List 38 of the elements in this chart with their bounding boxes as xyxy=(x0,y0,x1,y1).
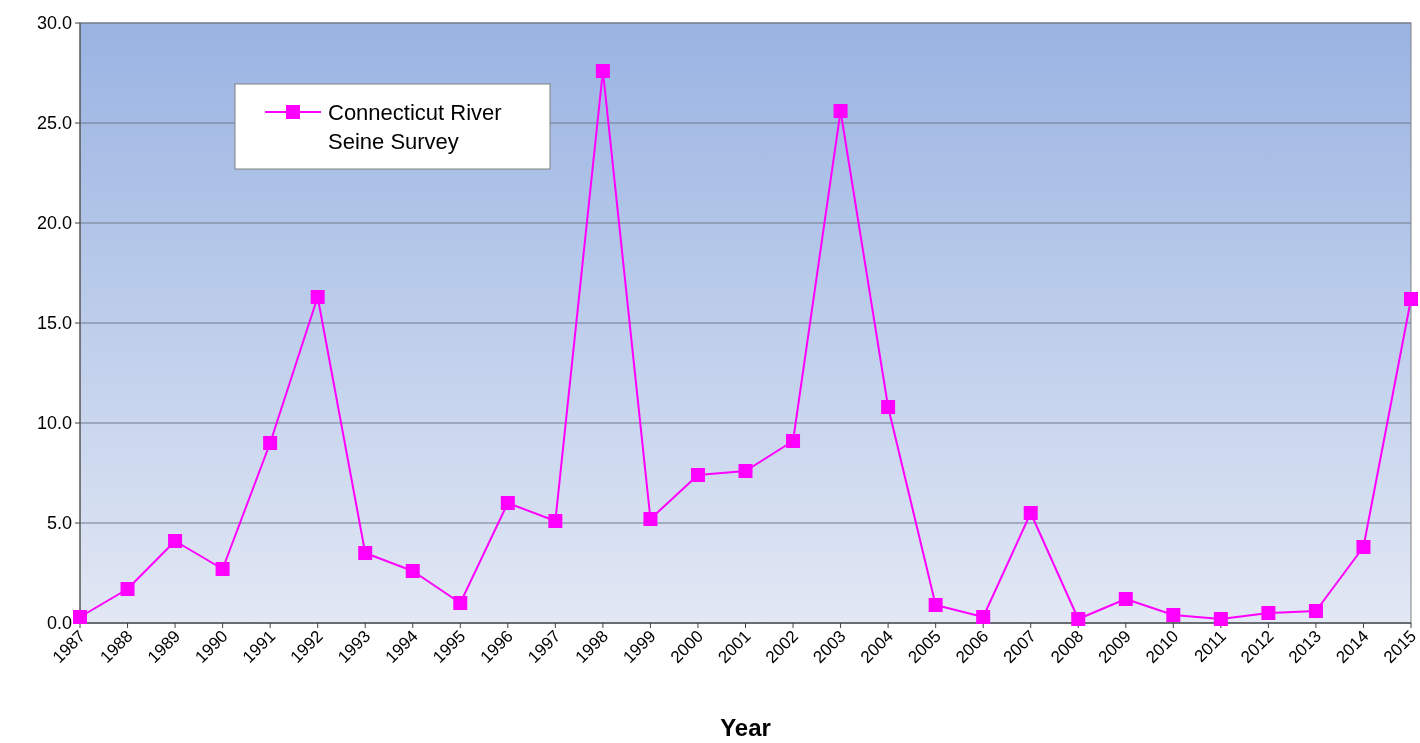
point xyxy=(1356,540,1371,554)
y-tick-label: 0.0 xyxy=(46,613,72,634)
point xyxy=(786,434,801,448)
point xyxy=(1404,292,1418,306)
y-tick-label: 20.0 xyxy=(36,213,72,234)
point xyxy=(1071,612,1086,626)
point xyxy=(500,496,515,510)
point xyxy=(453,596,468,610)
y-tick-label: 10.0 xyxy=(36,413,72,434)
point xyxy=(1166,608,1181,622)
point xyxy=(1308,604,1323,618)
point xyxy=(263,436,278,450)
point xyxy=(358,546,373,560)
point xyxy=(405,564,420,578)
point xyxy=(168,534,183,548)
y-tick-label: 15.0 xyxy=(36,313,72,334)
point xyxy=(738,464,753,478)
point xyxy=(310,290,325,304)
x-axis-title: Year xyxy=(720,714,771,741)
point xyxy=(1213,612,1228,626)
point xyxy=(643,512,658,526)
point xyxy=(976,610,991,624)
point xyxy=(928,598,943,612)
point xyxy=(120,582,135,596)
point xyxy=(1261,606,1276,620)
y-tick-label: 5.0 xyxy=(46,513,72,534)
y-tick-label: 30.0 xyxy=(36,13,72,34)
point xyxy=(881,400,896,414)
point xyxy=(1118,592,1133,606)
point xyxy=(690,468,705,482)
point xyxy=(595,64,610,78)
point xyxy=(833,104,848,118)
legend-label: Connecticut River Seine Survey xyxy=(328,99,502,155)
point xyxy=(1023,506,1038,520)
y-tick-label: 25.0 xyxy=(36,113,72,134)
point xyxy=(548,514,563,528)
point xyxy=(73,610,87,624)
point xyxy=(215,562,230,576)
